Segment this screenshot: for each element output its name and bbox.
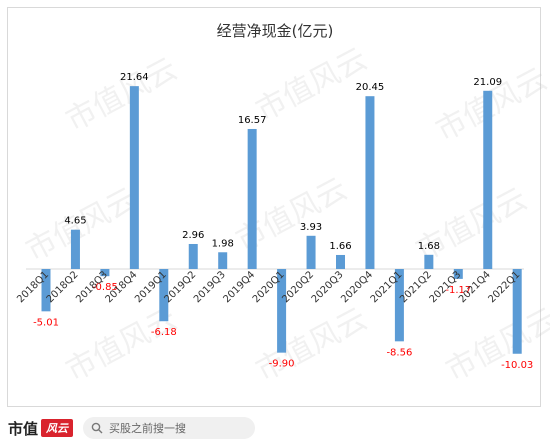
data-label: -0.85 (92, 282, 118, 293)
bar (247, 128, 257, 269)
data-label: -10.03 (501, 360, 533, 371)
brand-logo[interactable]: 市值 风云 (8, 418, 74, 439)
bar (129, 86, 139, 269)
data-label: 1.68 (418, 241, 440, 252)
bar (70, 229, 80, 269)
bar (100, 269, 110, 277)
bar (218, 252, 228, 269)
bar (277, 269, 287, 353)
data-label: -5.01 (33, 317, 59, 328)
footer: 市值 风云 买股之前搜一搜 (0, 410, 550, 446)
data-label: -8.56 (386, 347, 412, 358)
data-label: 21.09 (473, 77, 502, 88)
search-icon (91, 422, 103, 434)
bar (365, 96, 375, 269)
data-label: 3.93 (300, 222, 322, 233)
brand-name: 市值 (8, 419, 39, 438)
bar (306, 235, 316, 269)
data-label: 21.64 (120, 72, 149, 83)
bar (336, 254, 345, 269)
data-label: 4.65 (64, 216, 86, 227)
bar (453, 269, 463, 279)
bar (483, 90, 493, 270)
bar (41, 269, 51, 312)
data-label: 1.98 (212, 238, 234, 249)
bar (159, 269, 169, 322)
search-box[interactable]: 买股之前搜一搜 (83, 417, 256, 439)
chart-title: 经营净现金(亿元) (217, 22, 334, 40)
data-label: 16.57 (238, 115, 267, 126)
data-label: 1.66 (329, 241, 351, 252)
search-placeholder: 买股之前搜一搜 (109, 422, 187, 435)
data-label: 20.45 (356, 82, 385, 93)
brand-tag: 风云 (41, 419, 74, 437)
data-label: -1.17 (445, 285, 471, 296)
data-label: 2.96 (182, 230, 204, 241)
bar (394, 269, 404, 342)
bar (188, 243, 198, 269)
data-label: -6.18 (151, 327, 177, 338)
chart-frame (7, 7, 541, 407)
data-label: -9.90 (269, 359, 295, 370)
bar (424, 254, 434, 269)
bar (512, 269, 522, 354)
